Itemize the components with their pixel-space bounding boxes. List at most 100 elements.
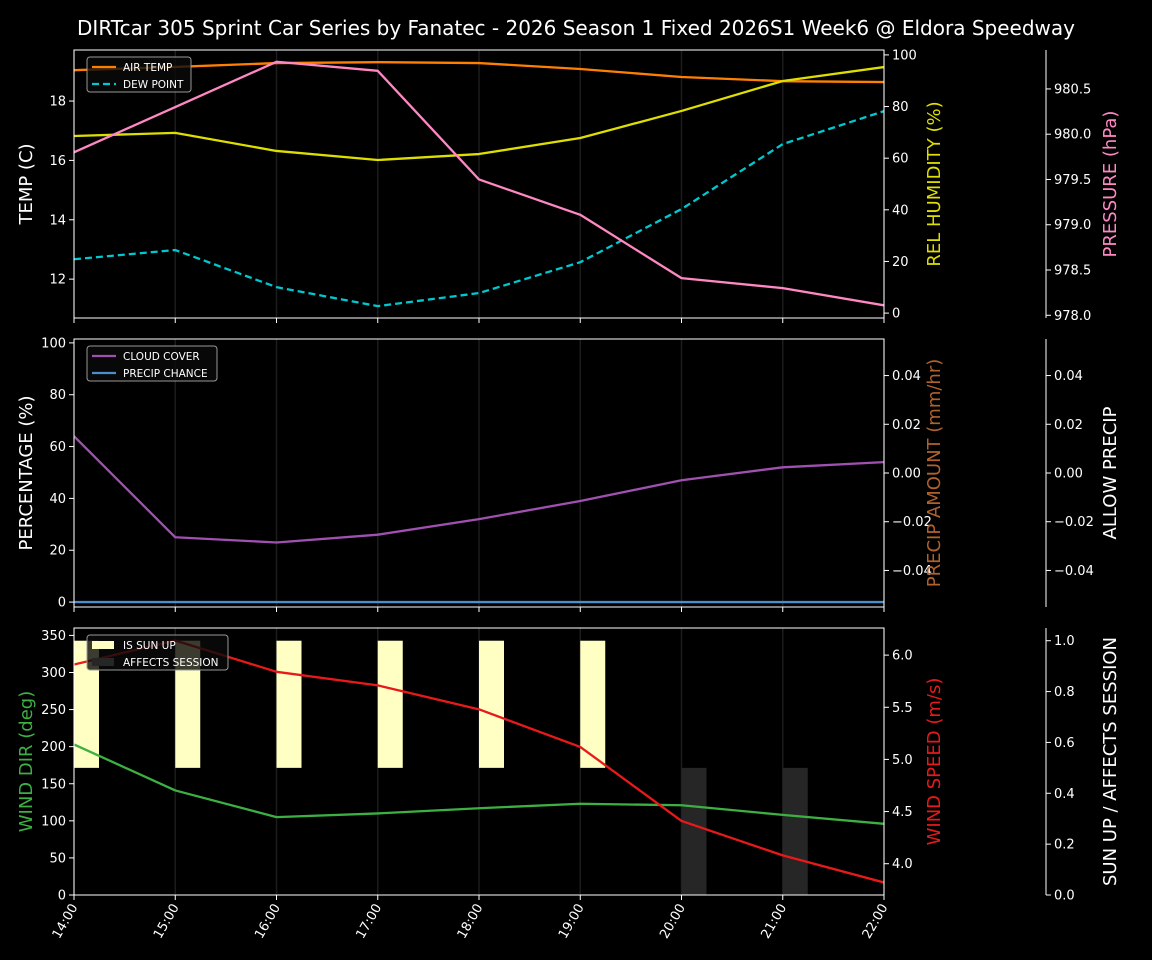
far-axis-label: ALLOW PRECIP bbox=[1100, 406, 1121, 539]
right-axis-tick-label: −0.02 bbox=[892, 515, 932, 530]
left-axis-label: PERCENTAGE (%) bbox=[16, 395, 37, 550]
far-axis-tick-label: 0.4 bbox=[1054, 787, 1075, 802]
legend-label: AIR TEMP bbox=[123, 62, 172, 74]
chart-title: DIRTcar 305 Sprint Car Series by Fanatec… bbox=[77, 16, 1075, 40]
legend-box bbox=[86, 345, 218, 382]
legend: CLOUD COVER PRECIP CHANCE bbox=[86, 345, 218, 382]
right-axis-tick-label: 20 bbox=[892, 255, 909, 270]
far-axis-tick-label: −0.02 bbox=[1054, 515, 1094, 530]
right-axis-tick-label: 5.0 bbox=[892, 753, 913, 768]
series-line-cloud-cover bbox=[74, 435, 884, 544]
far-axis-label: PRESSURE (hPa) bbox=[1100, 111, 1121, 258]
bar-is-sun-up bbox=[276, 640, 302, 768]
left-axis-tick-label: 100 bbox=[41, 814, 66, 829]
right-axis-tick-label: 0.00 bbox=[892, 467, 921, 482]
legend-label: PRECIP CHANCE bbox=[123, 368, 208, 380]
series-line-wind-dir-deg- bbox=[74, 743, 884, 825]
right-axis-label: REL HUMIDITY (%) bbox=[924, 101, 945, 266]
far-axis-tick-label: 1.0 bbox=[1054, 634, 1075, 649]
far-axis-tick-label: 979.5 bbox=[1054, 173, 1091, 188]
far-axis-tick-label: 0.02 bbox=[1054, 418, 1083, 433]
left-axis-tick-label: 18 bbox=[49, 95, 66, 110]
right-axis-tick-label: 4.5 bbox=[892, 805, 913, 820]
right-axis-tick-label: 4.0 bbox=[892, 857, 913, 872]
legend: AIR TEMP DEW POINT bbox=[86, 56, 192, 93]
right-axis-label: PRECIP AMOUNT (mm/hr) bbox=[924, 359, 945, 588]
panel-1: 12 14 16 18 TEMP (C) 0 20 40 60 80 100 REL HUMIDITY… bbox=[16, 48, 1121, 323]
left-axis-tick-label: 200 bbox=[41, 740, 66, 755]
bar-is-sun-up bbox=[580, 640, 606, 768]
x-axis-tick-label: 16:00 bbox=[252, 902, 284, 942]
legend-label: IS SUN UP bbox=[123, 640, 176, 652]
bar-is-sun-up bbox=[479, 640, 504, 768]
left-axis-tick-label: 350 bbox=[41, 629, 66, 644]
x-axis-tick-label: 18:00 bbox=[455, 902, 487, 942]
right-axis-tick-label: −0.04 bbox=[892, 564, 932, 579]
left-axis-tick-label: 20 bbox=[49, 544, 66, 559]
legend-box bbox=[86, 634, 229, 671]
plot-area bbox=[74, 60, 884, 308]
far-axis-tick-label: 980.5 bbox=[1054, 82, 1091, 97]
x-axis-tick-label: 15:00 bbox=[151, 902, 183, 942]
right-axis-tick-label: 60 bbox=[892, 152, 909, 167]
left-axis-tick-label: 100 bbox=[41, 336, 66, 351]
series-line-rel-humidity- bbox=[74, 65, 884, 162]
bar-affects-session bbox=[681, 767, 707, 895]
legend-box bbox=[86, 56, 192, 93]
legend-label: DEW POINT bbox=[123, 79, 184, 91]
x-axis-tick-label: 22:00 bbox=[860, 902, 892, 942]
legend-label: CLOUD COVER bbox=[123, 351, 200, 363]
left-axis-tick-label: 80 bbox=[49, 388, 66, 403]
right-axis-tick-label: 0.02 bbox=[892, 418, 921, 433]
legend-label: AFFECTS SESSION bbox=[123, 657, 219, 669]
right-axis-tick-label: 40 bbox=[892, 203, 909, 218]
left-axis-tick-label: 50 bbox=[49, 851, 66, 866]
far-axis-tick-label: −0.04 bbox=[1054, 564, 1094, 579]
left-axis-tick-label: 60 bbox=[49, 440, 66, 455]
right-axis-tick-label: 80 bbox=[892, 100, 909, 115]
x-axis-tick-label: 20:00 bbox=[657, 902, 689, 942]
legend: IS SUN UP AFFECTS SESSION bbox=[86, 634, 229, 671]
legend-swatch bbox=[92, 658, 114, 666]
series-line-air-temp bbox=[74, 61, 884, 84]
far-axis-tick-label: 0.04 bbox=[1054, 369, 1083, 384]
far-axis-tick-label: 979.0 bbox=[1054, 218, 1091, 233]
panel-2: 0 20 40 60 80 100 PERCENTAGE (%) −0.04 −0.02 0.00… bbox=[16, 336, 1121, 612]
left-axis-tick-label: 40 bbox=[49, 492, 66, 507]
left-axis-tick-label: 150 bbox=[41, 777, 66, 792]
x-axis-tick-label: 19:00 bbox=[556, 902, 588, 942]
far-axis-tick-label: 0.00 bbox=[1054, 467, 1083, 482]
left-axis-tick-label: 0 bbox=[58, 596, 66, 611]
left-axis-label: TEMP (C) bbox=[16, 143, 37, 225]
x-axis-tick-label: 21:00 bbox=[758, 902, 790, 942]
left-axis-tick-label: 300 bbox=[41, 666, 66, 681]
far-axis-label: SUN UP / AFFECTS SESSION bbox=[1100, 637, 1121, 886]
far-axis-tick-label: 0.2 bbox=[1054, 838, 1075, 853]
plot-area bbox=[74, 435, 884, 604]
panel-3: 0 50 100 150 200 250 300 350 WIND DIR (deg) 4.0 4.… bbox=[16, 627, 1121, 904]
far-axis-tick-label: 0.8 bbox=[1054, 685, 1075, 700]
left-axis-tick-label: 14 bbox=[49, 213, 66, 228]
left-axis-tick-label: 16 bbox=[49, 154, 66, 169]
far-axis-tick-label: 0.0 bbox=[1054, 889, 1075, 904]
bar-affects-session bbox=[782, 767, 808, 895]
left-axis-tick-label: 250 bbox=[41, 703, 66, 718]
left-axis-label: WIND DIR (deg) bbox=[16, 691, 37, 833]
series-line-dew-point bbox=[74, 110, 884, 308]
right-axis-tick-label: 100 bbox=[892, 48, 917, 63]
right-axis-tick-label: 5.5 bbox=[892, 701, 913, 716]
series-line-pressure-hpa- bbox=[74, 60, 884, 307]
far-axis-tick-label: 978.5 bbox=[1054, 264, 1091, 279]
right-axis-tick-label: 6.0 bbox=[892, 649, 913, 664]
right-axis-label: WIND SPEED (m/s) bbox=[924, 678, 945, 846]
legend-swatch bbox=[92, 641, 114, 649]
far-axis-tick-label: 0.6 bbox=[1054, 736, 1075, 751]
bar-is-sun-up bbox=[377, 640, 403, 768]
right-axis-tick-label: 0 bbox=[892, 307, 900, 322]
right-axis-tick-label: 0.04 bbox=[892, 369, 921, 384]
x-axis-tick-label: 17:00 bbox=[353, 902, 385, 942]
x-axis-tick-label: 14:00 bbox=[50, 902, 82, 942]
far-axis-tick-label: 980.0 bbox=[1054, 128, 1091, 143]
far-axis-tick-label: 978.0 bbox=[1054, 309, 1091, 324]
